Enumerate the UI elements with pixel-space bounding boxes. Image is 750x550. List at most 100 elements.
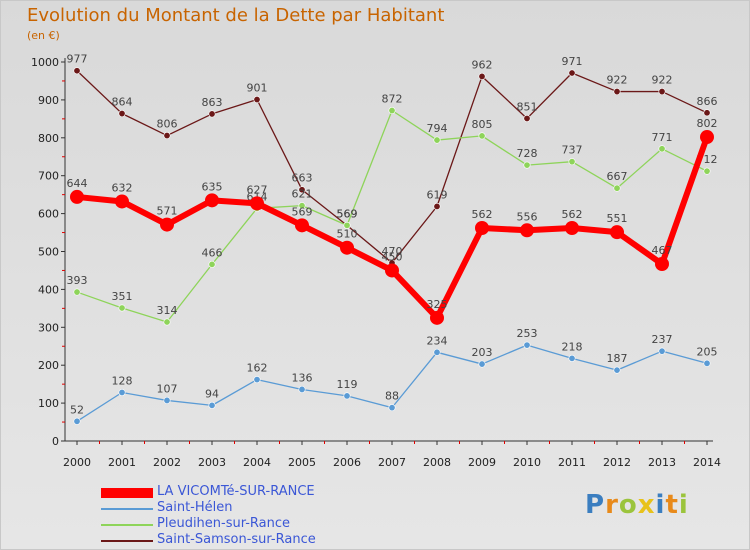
data-label: 52 (70, 403, 84, 416)
legend-swatch (101, 488, 153, 498)
data-label: 621 (292, 188, 313, 201)
y-tick-label: 500 (38, 246, 59, 259)
data-point (478, 132, 486, 140)
data-point (118, 388, 126, 396)
data-point (613, 366, 621, 374)
data-label: 187 (607, 352, 628, 365)
data-point (298, 202, 306, 210)
y-tick-label: 800 (38, 132, 59, 145)
data-label: 971 (562, 55, 583, 68)
data-point (208, 260, 216, 268)
data-label: 635 (202, 180, 223, 193)
x-tick-label: 2008 (423, 456, 451, 469)
data-label: 467 (652, 244, 673, 257)
data-label: 922 (607, 74, 628, 87)
data-label: 794 (427, 122, 448, 135)
data-label: 351 (112, 290, 133, 303)
logo-letter: i (655, 490, 666, 520)
data-point (298, 186, 306, 194)
data-label: 771 (652, 131, 673, 144)
data-label: 627 (247, 183, 268, 196)
data-label: 551 (607, 212, 628, 225)
chart-title: Evolution du Montant de la Dette par Hab… (27, 5, 445, 26)
data-label: 218 (562, 340, 583, 353)
data-label: 569 (292, 205, 313, 218)
data-point (703, 359, 711, 367)
data-label: 107 (157, 382, 178, 395)
x-tick-label: 2005 (288, 456, 316, 469)
data-point (253, 376, 261, 384)
data-point (208, 110, 216, 118)
data-point (205, 193, 219, 208)
data-label: 466 (202, 246, 223, 259)
legend-label: LA VICOMTé-SUR-RANCE (157, 484, 315, 499)
data-point (568, 354, 576, 362)
data-label: 556 (517, 210, 538, 223)
data-label: 393 (67, 274, 88, 287)
data-point (430, 310, 444, 325)
data-label: 863 (202, 96, 223, 109)
data-point (388, 107, 396, 115)
data-point (118, 304, 126, 312)
data-point (163, 318, 171, 326)
x-tick-label: 2006 (333, 456, 361, 469)
data-point (73, 67, 81, 75)
x-tick-label: 2014 (693, 456, 721, 469)
data-label: 88 (385, 390, 399, 403)
x-tick-label: 2002 (153, 456, 181, 469)
data-point (250, 196, 264, 211)
data-point (295, 218, 309, 233)
data-label: 470 (382, 245, 403, 258)
data-point (613, 184, 621, 192)
data-point (703, 109, 711, 117)
logo-letter: P (585, 490, 606, 520)
x-tick-label: 2003 (198, 456, 226, 469)
data-label: 619 (427, 188, 448, 201)
legend-swatch (101, 524, 153, 526)
legend-swatch (101, 508, 153, 510)
data-label: 203 (472, 346, 493, 359)
y-tick-label: 100 (38, 397, 59, 410)
data-label: 325 (427, 298, 448, 311)
x-tick-label: 2001 (108, 456, 136, 469)
y-tick-label: 1000 (31, 56, 59, 69)
x-tick-label: 2000 (63, 456, 91, 469)
data-label: 237 (652, 333, 673, 346)
data-point (475, 221, 489, 236)
x-tick-label: 2007 (378, 456, 406, 469)
data-point (343, 392, 351, 400)
data-point (343, 221, 351, 229)
legend-swatch (101, 540, 153, 542)
data-label: 866 (697, 95, 718, 108)
x-tick-label: 2012 (603, 456, 631, 469)
legend-label: Saint-Samson-sur-Rance (157, 532, 316, 547)
data-label: 901 (247, 82, 268, 95)
data-point (568, 158, 576, 166)
data-label: 128 (112, 374, 133, 387)
data-label: 962 (472, 58, 493, 71)
data-label: 663 (292, 172, 313, 185)
data-label: 94 (205, 387, 219, 400)
data-point (115, 194, 129, 209)
data-point (700, 130, 714, 145)
data-point (253, 96, 261, 104)
logo-letter: i (678, 490, 689, 520)
data-label: 571 (157, 205, 178, 218)
unit-label: (en €) (27, 29, 60, 42)
data-point (298, 385, 306, 393)
data-label: 136 (292, 371, 313, 384)
data-point (523, 114, 531, 122)
logo-letter: o (618, 490, 638, 520)
data-point (340, 240, 354, 255)
data-point (703, 167, 711, 175)
data-point (523, 161, 531, 169)
data-point (208, 401, 216, 409)
data-point (478, 360, 486, 368)
data-point (433, 202, 441, 210)
legend-label: Saint-Hélen (157, 500, 233, 515)
logo-letter: r (605, 490, 619, 520)
data-label: 872 (382, 93, 403, 106)
data-label: 569 (337, 207, 358, 220)
logo-letter: t (665, 490, 679, 520)
data-label: 922 (652, 74, 673, 87)
